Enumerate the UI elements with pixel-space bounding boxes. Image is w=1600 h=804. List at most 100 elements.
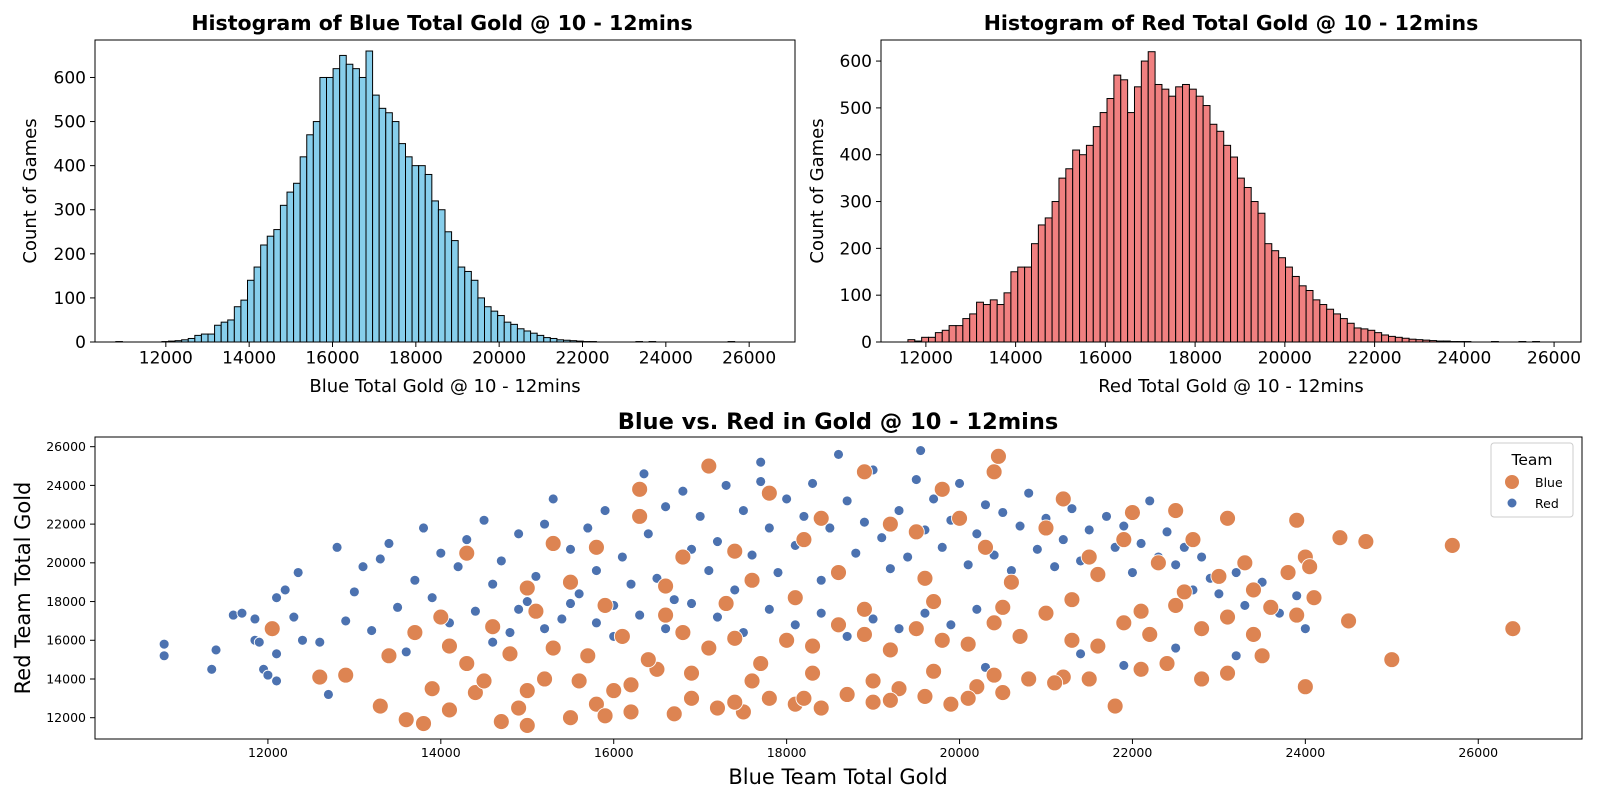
histogram-bar (333, 69, 340, 342)
scatter-point-red (1015, 521, 1025, 531)
histogram-bar (1073, 150, 1080, 342)
histogram-bar (1382, 335, 1389, 342)
scatter-point-red (920, 608, 930, 618)
histogram-bar (1402, 338, 1409, 342)
scatter-point-red (272, 649, 282, 659)
scatter-point-red (643, 529, 653, 539)
scatter-point-blue (926, 663, 942, 679)
scatter-point-blue (1289, 607, 1305, 623)
scatter-point-blue (640, 652, 656, 668)
histogram-bar (386, 113, 393, 342)
scatter-point-blue (1185, 532, 1201, 548)
scatter-point-red (488, 579, 498, 589)
scatter-point-red (427, 593, 437, 603)
scatter-point-blue (709, 700, 725, 716)
scatter-point-blue (597, 708, 613, 724)
scatter-point-blue (701, 640, 717, 656)
scatter-point-red (1231, 651, 1241, 661)
scatter-point-blue (995, 685, 1011, 701)
histogram-bar (379, 108, 386, 342)
scatter-point-blue (511, 700, 527, 716)
histogram-bar (1389, 336, 1396, 342)
scatter-point-red (1240, 600, 1250, 610)
histogram-bar (188, 338, 195, 342)
scatter-point-red (661, 502, 671, 512)
histogram-bar (471, 280, 478, 342)
scatter-point-red (410, 575, 420, 585)
histogram-bar (327, 77, 334, 342)
scatter-point-red (1119, 521, 1129, 531)
scatter-point-red (782, 494, 792, 504)
histogram-bar (307, 135, 314, 342)
scatter-point-red (1024, 488, 1034, 498)
scatter-point-blue (606, 683, 622, 699)
y-tick-label: 500 (840, 99, 872, 119)
histogram-bar (313, 122, 320, 342)
scatter-point-blue (744, 673, 760, 689)
histogram-bar (419, 166, 426, 342)
scatter-point-blue (977, 539, 993, 555)
x-tick-label: 24000 (1285, 745, 1325, 760)
scatter-point-blue (1168, 597, 1184, 613)
legend-blue-marker (1505, 475, 1520, 490)
scatter-point-blue (433, 609, 449, 625)
scatter-point-blue (1090, 566, 1106, 582)
scatter-point-blue (398, 712, 414, 728)
scatter-point-blue (1107, 698, 1123, 714)
scatter-point-blue (441, 702, 457, 718)
scatter-point-red (159, 651, 169, 661)
scatter-point-red (721, 480, 731, 490)
scatter-point-red (574, 589, 584, 599)
scatter-point-red (159, 639, 169, 649)
scatter-point-red (540, 519, 550, 529)
scatter-point-blue (1038, 605, 1054, 621)
histogram-bar (300, 157, 307, 342)
histogram-bar (267, 236, 274, 342)
scatter-point-red (972, 529, 982, 539)
scatter-point-red (591, 618, 601, 628)
scatter-point-red (842, 631, 852, 641)
scatter-point-blue (441, 638, 457, 654)
scatter-point-blue (1090, 638, 1106, 654)
histogram-bar (406, 157, 413, 342)
scatter-point-red (479, 515, 489, 525)
scatter-point-blue (986, 464, 1002, 480)
scatter-point-blue (1306, 590, 1322, 606)
scatter-point-blue (1038, 520, 1054, 536)
histogram-bar (1286, 267, 1293, 342)
y-tick-label: 12000 (46, 710, 86, 725)
scatter-point-blue (338, 667, 354, 683)
x-tick-label: 24000 (639, 349, 693, 369)
histogram-bar (511, 324, 518, 342)
scatter-point-blue (813, 700, 829, 716)
legend-red-marker (1507, 498, 1517, 508)
scatter-point-red (937, 542, 947, 552)
scatter-point-blue (1245, 626, 1261, 642)
scatter-point-red (1050, 562, 1060, 572)
histogram-bar (1128, 113, 1135, 342)
scatter-point-blue (908, 524, 924, 540)
scatter-point-red (1127, 568, 1137, 578)
scatter-point-blue (865, 673, 881, 689)
histogram-bar (1183, 84, 1190, 342)
scatter-point-blue (1332, 530, 1348, 546)
scatter-point-blue (934, 481, 950, 497)
histogram-bar (963, 319, 970, 342)
scatter-point-red (790, 620, 800, 630)
histogram-bar (517, 329, 524, 342)
scatter-point-blue (986, 615, 1002, 631)
red-histogram-ylabel: Count of Games (807, 118, 828, 263)
scatter-point-red (764, 604, 774, 614)
scatter-point-blue (571, 673, 587, 689)
scatter-point-blue (1505, 621, 1521, 637)
scatter-point-red (1076, 649, 1086, 659)
legend-title: Team (1511, 451, 1553, 469)
scatter-ylabel: Red Team Total Gold (11, 482, 35, 695)
scatter-point-blue (926, 594, 942, 610)
scatter-point-blue (779, 632, 795, 648)
scatter-point-blue (839, 686, 855, 702)
histogram-bar (1320, 305, 1327, 342)
scatter-point-red (687, 598, 697, 608)
histogram-bar (929, 337, 936, 342)
scatter-point-red (1162, 527, 1172, 537)
